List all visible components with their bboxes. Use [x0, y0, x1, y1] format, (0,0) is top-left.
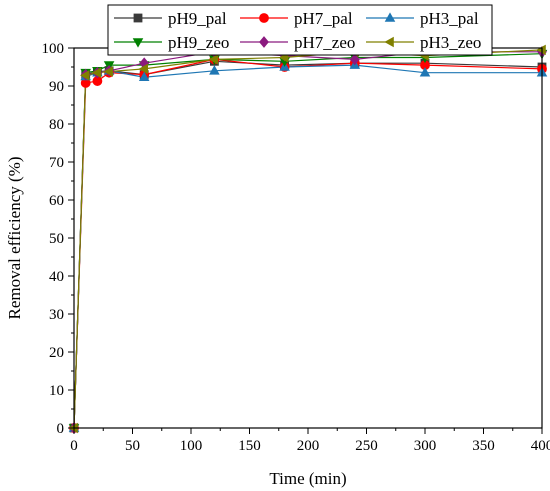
plot-lines: [73, 49, 543, 429]
y-tick-label: 70: [49, 155, 64, 171]
data-point-pH3_zeo: [91, 67, 102, 78]
x-tick-label: 200: [297, 438, 320, 454]
y-tick-label: 100: [42, 41, 65, 57]
y-axis: 0 10 20 30 40 50 60 70 80 90 100: [42, 41, 74, 437]
series-line-pH9_pal: [73, 60, 543, 429]
legend-label: pH9_pal: [168, 9, 227, 28]
y-tick-label: 60: [49, 193, 64, 209]
y-tick-label: 50: [49, 231, 64, 247]
legend-item-pH9_pal: pH9_pal: [114, 9, 227, 28]
series-line-pH3_pal: [73, 64, 542, 429]
x-tick-label: 400: [531, 438, 550, 454]
x-tick-label: 0: [70, 438, 78, 454]
legend-box: [107, 4, 493, 56]
legend-item-pH3_zeo: pH3_zeo: [366, 33, 481, 52]
x-tick-label: 250: [355, 438, 378, 454]
legend-label: pH9_zeo: [168, 33, 229, 52]
data-point-pH3_zeo: [208, 54, 219, 65]
x-axis: 0 50 100 150 200 250 300 350 400: [70, 428, 550, 454]
x-tick-label: 50: [125, 438, 140, 454]
legend-label: pH7_pal: [294, 9, 353, 28]
series-line-pH7_zeo: [73, 51, 542, 429]
x-tick-label: 350: [472, 438, 495, 454]
legend: pH9_pal pH7_pal pH3_pal pH9_zeo pH7_zeo pH3_z…: [107, 4, 493, 56]
y-axis-title: Removal efficiency (%): [5, 156, 24, 319]
data-point-pH3_zeo: [80, 70, 90, 81]
data-point-pH3_pal: [419, 67, 431, 77]
y-tick-label: 20: [49, 345, 64, 361]
y-tick-label: 40: [49, 269, 64, 285]
x-tick-label: 300: [414, 438, 437, 454]
legend-item-pH7_pal: pH7_pal: [240, 9, 353, 28]
legend-item-pH9_zeo: pH9_zeo: [114, 33, 229, 52]
legend-marker: [384, 36, 394, 48]
plot-markers: [68, 44, 548, 434]
y-tick-label: 0: [57, 421, 65, 437]
y-tick-label: 80: [49, 117, 64, 133]
x-axis-title: Time (min): [269, 469, 346, 488]
legend-marker: [384, 12, 396, 22]
legend-marker: [259, 36, 269, 48]
y-tick-label: 30: [49, 307, 64, 323]
legend-marker: [133, 13, 143, 23]
legend-label: pH3_pal: [420, 9, 479, 28]
y-tick-label: 10: [49, 383, 64, 399]
data-point-pH3_zeo: [103, 66, 113, 77]
legend-marker: [259, 13, 269, 23]
legend-label: pH3_zeo: [420, 33, 481, 52]
data-point-pH3_pal: [209, 65, 220, 75]
series-line-pH9_zeo: [73, 53, 543, 429]
y-tick-label: 90: [49, 79, 64, 95]
data-point-pH3_zeo: [138, 63, 149, 75]
legend-item-pH3_pal: pH3_pal: [366, 9, 479, 28]
legend-label: pH7_zeo: [294, 33, 355, 52]
series-line-pH7_pal: [73, 58, 543, 429]
data-point-pH3_pal: [138, 71, 150, 82]
legend-marker: [132, 38, 144, 48]
series-line-pH3_zeo: [73, 49, 543, 429]
legend-item-pH7_zeo: pH7_zeo: [240, 33, 355, 52]
x-tick-label: 100: [180, 438, 203, 454]
x-tick-label: 150: [238, 438, 261, 454]
data-point-pH7_zeo: [349, 53, 360, 66]
plot-frame: [73, 47, 543, 429]
